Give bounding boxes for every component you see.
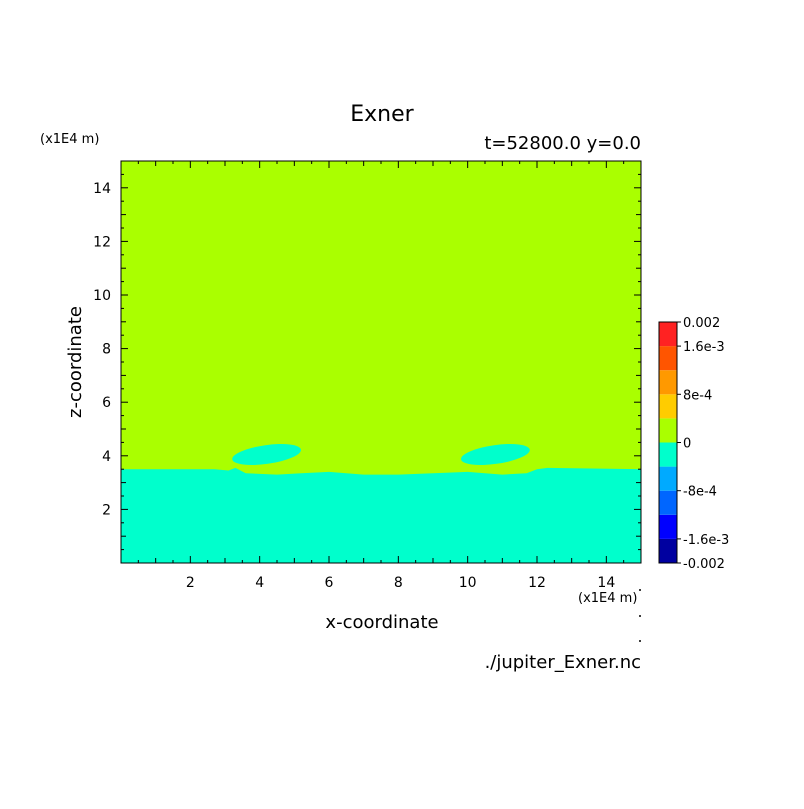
y-axis-label: z-coordinate bbox=[65, 306, 86, 418]
x-tick-label: 10 bbox=[459, 575, 477, 591]
x-tick-label: 2 bbox=[186, 575, 195, 591]
colorbar-swatch bbox=[659, 466, 677, 491]
colorbar-swatch bbox=[659, 418, 677, 443]
colorbar-swatch bbox=[659, 370, 677, 395]
colorbar-swatch bbox=[659, 490, 677, 515]
y-tick-label: 8 bbox=[102, 342, 111, 358]
colorbar-label: -0.002 bbox=[683, 557, 725, 572]
colorbar: 0.002 1.6e-3 8e-4 0 -8e-4 -1.6e-3 -0.002 bbox=[658, 316, 729, 572]
margin-dot bbox=[639, 640, 641, 642]
margin-dot bbox=[639, 615, 641, 617]
lower-field-region bbox=[121, 467, 641, 563]
x-axis-label: x-coordinate bbox=[325, 612, 438, 633]
x-axis-unit: (x1E4 m) bbox=[578, 591, 637, 606]
colorbar-swatch bbox=[659, 394, 677, 419]
negative-lobes bbox=[232, 444, 530, 465]
y-ticks: 2 4 6 8 10 12 14 bbox=[93, 160, 641, 564]
y-tick-label: 6 bbox=[102, 395, 111, 411]
plot-area bbox=[120, 160, 642, 564]
negative-lobe bbox=[232, 444, 301, 465]
y-tick-label: 10 bbox=[93, 288, 111, 304]
x-tick-label: 8 bbox=[394, 575, 403, 591]
x-tick-label: 14 bbox=[597, 575, 615, 591]
colorbar-label: -8e-4 bbox=[683, 485, 717, 500]
chart-title: Exner bbox=[350, 102, 414, 127]
colorbar-swatch bbox=[659, 514, 677, 539]
colorbar-swatch bbox=[659, 442, 677, 467]
colorbar-label: 0.002 bbox=[683, 316, 720, 331]
colorbar-label: 0 bbox=[683, 437, 691, 452]
negative-lobe bbox=[461, 444, 530, 465]
colorbar-swatch bbox=[659, 538, 677, 563]
y-tick-label: 2 bbox=[102, 502, 111, 518]
source-file-label: ./jupiter_Exner.nc bbox=[485, 652, 641, 673]
x-ticks: 2 4 6 8 10 12 14 bbox=[120, 161, 642, 591]
x-tick-label: 6 bbox=[325, 575, 334, 591]
y-tick-label: 12 bbox=[93, 234, 111, 250]
colorbar-swatch bbox=[659, 322, 677, 347]
x-tick-label: 4 bbox=[255, 575, 264, 591]
margin-marks bbox=[639, 589, 641, 642]
margin-dot bbox=[639, 589, 641, 591]
y-tick-label: 4 bbox=[102, 449, 111, 465]
colorbar-label: 1.6e-3 bbox=[683, 340, 725, 355]
y-axis-unit: (x1E4 m) bbox=[40, 132, 99, 147]
x-tick-label: 12 bbox=[528, 575, 546, 591]
y-tick-label: 14 bbox=[93, 181, 111, 197]
colorbar-swatch bbox=[659, 346, 677, 371]
colorbar-label: -1.6e-3 bbox=[683, 533, 729, 548]
colorbar-label: 8e-4 bbox=[683, 388, 712, 403]
chart-subtitle: t=52800.0 y=0.0 bbox=[484, 133, 641, 154]
